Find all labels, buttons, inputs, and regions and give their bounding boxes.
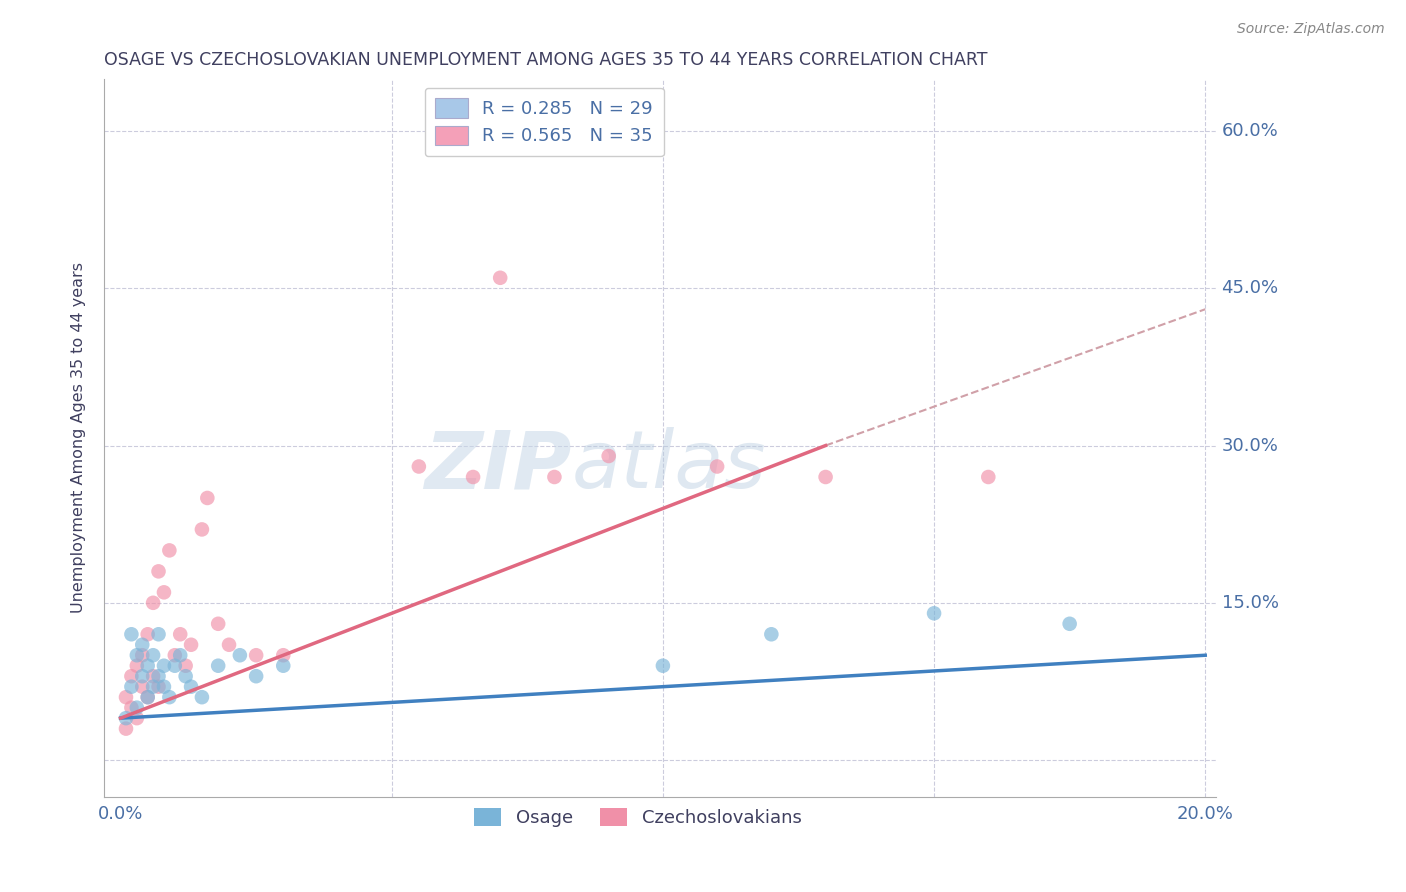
Text: 45.0%: 45.0%: [1222, 279, 1278, 297]
Point: [148, 627, 170, 641]
Point: [169, 648, 191, 663]
Point: [706, 459, 728, 474]
Point: [136, 690, 159, 705]
Point: [624, 124, 647, 138]
Point: [120, 700, 142, 714]
Point: [157, 690, 180, 705]
Point: [191, 523, 214, 537]
Point: [169, 627, 191, 641]
Point: [142, 680, 165, 694]
Point: [651, 658, 673, 673]
Point: [163, 648, 186, 663]
Point: [136, 627, 159, 641]
Point: [922, 607, 945, 621]
Point: [543, 470, 565, 484]
Point: [153, 585, 176, 599]
Point: [245, 648, 267, 663]
Y-axis label: Unemployment Among Ages 35 to 44 years: Unemployment Among Ages 35 to 44 years: [72, 262, 86, 613]
Point: [142, 669, 165, 683]
Point: [125, 648, 148, 663]
Point: [148, 680, 170, 694]
Point: [207, 616, 229, 631]
Point: [120, 627, 142, 641]
Point: [131, 680, 153, 694]
Point: [157, 543, 180, 558]
Text: OSAGE VS CZECHOSLOVAKIAN UNEMPLOYMENT AMONG AGES 35 TO 44 YEARS CORRELATION CHAR: OSAGE VS CZECHOSLOVAKIAN UNEMPLOYMENT AM…: [104, 51, 988, 69]
Point: [598, 449, 620, 463]
Point: [245, 669, 267, 683]
Point: [174, 669, 197, 683]
Point: [125, 711, 148, 725]
Point: [271, 658, 294, 673]
Text: 0.0%: 0.0%: [98, 805, 143, 823]
Point: [229, 648, 252, 663]
Point: [761, 627, 783, 641]
Point: [814, 470, 837, 484]
Text: 20.0%: 20.0%: [1177, 805, 1233, 823]
Point: [153, 658, 176, 673]
Point: [115, 722, 138, 736]
Point: [218, 638, 240, 652]
Text: ZIP: ZIP: [423, 427, 571, 506]
Point: [131, 648, 153, 663]
Text: Source: ZipAtlas.com: Source: ZipAtlas.com: [1237, 22, 1385, 37]
Legend: Osage, Czechoslovakians: Osage, Czechoslovakians: [467, 801, 808, 834]
Point: [125, 658, 148, 673]
Point: [207, 658, 229, 673]
Point: [131, 669, 153, 683]
Point: [115, 711, 138, 725]
Point: [120, 669, 142, 683]
Point: [120, 680, 142, 694]
Text: atlas: atlas: [571, 427, 766, 506]
Point: [131, 638, 153, 652]
Point: [191, 690, 214, 705]
Text: 30.0%: 30.0%: [1222, 436, 1278, 455]
Point: [489, 270, 512, 285]
Point: [1059, 616, 1081, 631]
Point: [174, 658, 197, 673]
Point: [180, 638, 202, 652]
Point: [153, 680, 176, 694]
Point: [148, 565, 170, 579]
Point: [142, 648, 165, 663]
Point: [977, 470, 1000, 484]
Point: [163, 658, 186, 673]
Point: [136, 658, 159, 673]
Point: [461, 470, 484, 484]
Point: [125, 700, 148, 714]
Point: [195, 491, 218, 505]
Point: [408, 459, 430, 474]
Text: 60.0%: 60.0%: [1222, 122, 1278, 140]
Text: 15.0%: 15.0%: [1222, 594, 1278, 612]
Point: [180, 680, 202, 694]
Point: [115, 690, 138, 705]
Point: [142, 596, 165, 610]
Point: [271, 648, 294, 663]
Point: [148, 669, 170, 683]
Point: [136, 690, 159, 705]
